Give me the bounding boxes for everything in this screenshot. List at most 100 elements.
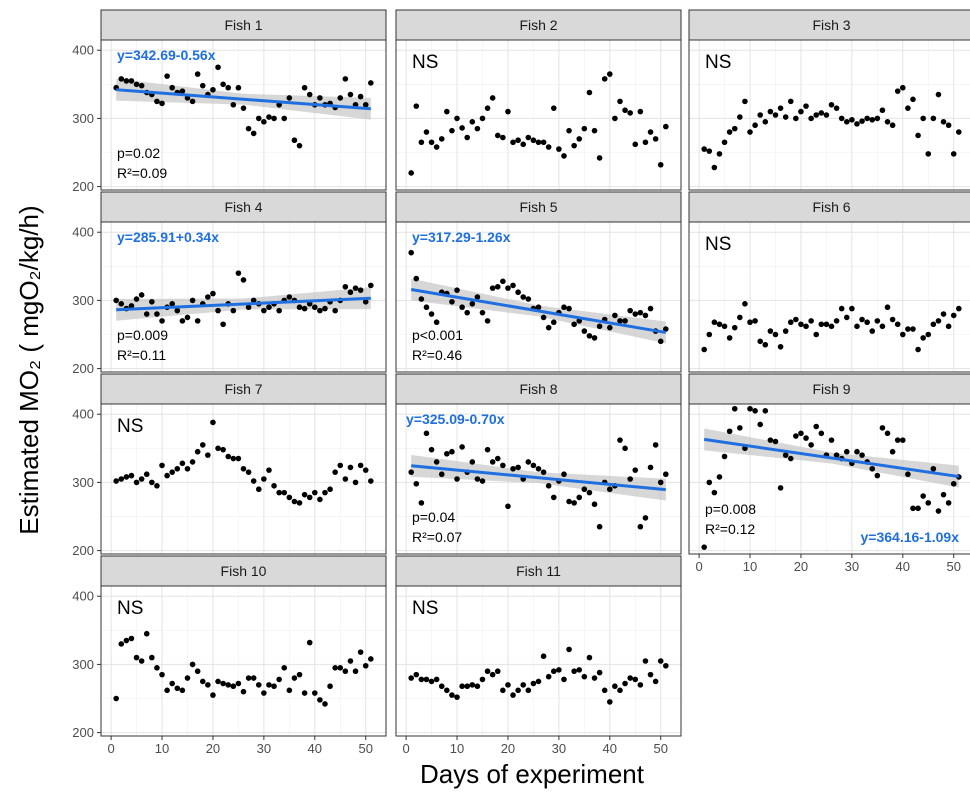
regression-equation: y=342.69-0.56x bbox=[117, 47, 216, 63]
data-point bbox=[230, 683, 237, 690]
facet-strip bbox=[688, 191, 970, 223]
data-point bbox=[889, 316, 896, 323]
data-point bbox=[484, 318, 491, 324]
data-point bbox=[935, 91, 942, 98]
data-point bbox=[642, 139, 649, 146]
data-point bbox=[169, 680, 176, 687]
data-point bbox=[910, 96, 916, 103]
data-point bbox=[940, 119, 947, 125]
data-point bbox=[591, 127, 598, 134]
data-point bbox=[255, 115, 262, 122]
data-point bbox=[368, 80, 374, 86]
data-point bbox=[271, 483, 277, 489]
data-point bbox=[777, 485, 784, 491]
data-point bbox=[276, 489, 282, 496]
facet-panel: Fish 6 NS bbox=[688, 191, 970, 373]
r-squared-label: R²=0.09 bbox=[117, 165, 167, 181]
data-point bbox=[286, 494, 293, 501]
data-point bbox=[632, 311, 639, 317]
data-point bbox=[581, 486, 588, 493]
regression-equation: y=285.91+0.34x bbox=[117, 229, 219, 245]
data-point bbox=[894, 88, 901, 94]
data-point bbox=[576, 136, 583, 142]
data-point bbox=[596, 155, 603, 161]
data-point bbox=[189, 661, 196, 668]
data-point bbox=[164, 472, 170, 479]
data-point bbox=[606, 486, 613, 493]
data-point bbox=[123, 637, 130, 644]
data-point bbox=[240, 688, 247, 695]
data-point bbox=[601, 76, 608, 82]
data-point bbox=[706, 479, 713, 486]
data-point bbox=[757, 421, 764, 428]
data-point bbox=[787, 98, 794, 105]
data-point bbox=[726, 335, 733, 341]
data-point bbox=[322, 305, 328, 312]
data-point bbox=[220, 680, 226, 687]
data-point bbox=[540, 653, 547, 660]
data-point bbox=[627, 110, 633, 116]
data-point bbox=[561, 676, 567, 683]
y-tick-label: 400 bbox=[72, 589, 94, 604]
data-point bbox=[849, 116, 855, 123]
data-point bbox=[884, 119, 891, 125]
data-point bbox=[500, 687, 506, 694]
data-point bbox=[803, 103, 809, 109]
y-tick-label: 400 bbox=[72, 225, 94, 240]
data-point bbox=[489, 459, 496, 465]
data-point bbox=[652, 678, 659, 685]
data-point bbox=[899, 437, 906, 443]
x-tick-label: 30 bbox=[845, 559, 859, 574]
data-point bbox=[833, 452, 840, 458]
data-point bbox=[772, 112, 779, 118]
plot-area bbox=[101, 404, 386, 554]
data-point bbox=[494, 668, 501, 675]
data-point bbox=[869, 116, 876, 123]
data-point bbox=[296, 671, 303, 678]
data-point bbox=[530, 137, 537, 144]
data-point bbox=[489, 671, 496, 678]
plot-area bbox=[101, 586, 386, 736]
data-point bbox=[833, 105, 840, 111]
data-point bbox=[357, 93, 364, 100]
data-point bbox=[637, 309, 644, 316]
data-point bbox=[571, 321, 577, 328]
y-tick-label: 300 bbox=[72, 657, 94, 672]
data-point bbox=[189, 297, 196, 304]
data-point bbox=[808, 318, 814, 324]
data-point bbox=[757, 112, 764, 118]
data-point bbox=[520, 682, 527, 688]
data-point bbox=[520, 294, 527, 300]
data-point bbox=[317, 697, 323, 703]
data-point bbox=[428, 446, 435, 453]
facet-strip bbox=[395, 9, 682, 41]
data-point bbox=[418, 676, 425, 683]
facet-strip-label: Fish 3 bbox=[812, 17, 850, 33]
data-point bbox=[505, 285, 511, 291]
data-point bbox=[337, 665, 344, 671]
data-point bbox=[905, 471, 911, 478]
data-point bbox=[133, 479, 140, 486]
p-value-label: p=0.009 bbox=[117, 327, 168, 343]
ns-label: NS bbox=[412, 52, 438, 73]
data-point bbox=[663, 123, 669, 130]
data-point bbox=[606, 699, 613, 705]
data-point bbox=[706, 331, 713, 338]
y-tick-label: 300 bbox=[72, 293, 94, 308]
data-point bbox=[925, 500, 932, 506]
data-point bbox=[449, 448, 455, 455]
facet-panel: Fish 2 NS bbox=[395, 9, 682, 191]
data-point bbox=[859, 452, 865, 458]
data-point bbox=[711, 489, 718, 496]
data-point bbox=[879, 107, 886, 114]
facet-panel: Fish 3 NS bbox=[688, 9, 970, 191]
data-point bbox=[240, 105, 247, 111]
data-point bbox=[515, 137, 521, 144]
data-point bbox=[530, 462, 537, 469]
data-point bbox=[663, 471, 669, 478]
data-point bbox=[586, 654, 593, 661]
data-point bbox=[332, 665, 338, 671]
data-point bbox=[189, 459, 196, 465]
data-point bbox=[123, 474, 130, 480]
data-point bbox=[581, 673, 588, 680]
